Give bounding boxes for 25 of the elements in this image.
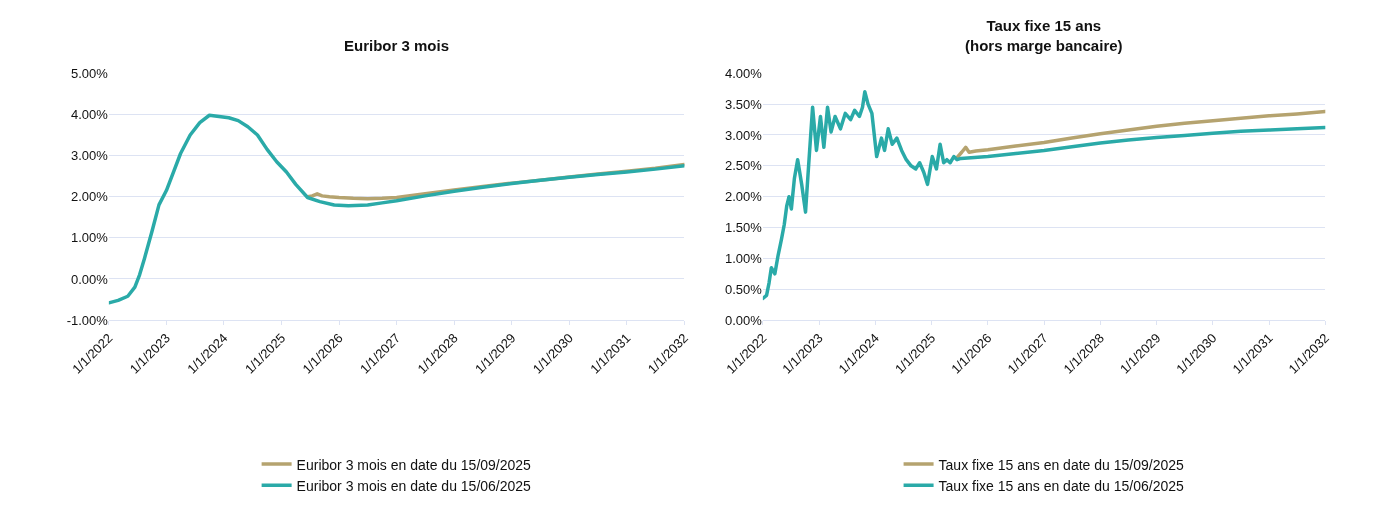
y-tick-label: 5.00% [70,65,109,81]
y-tick-label: 3.00% [70,148,109,164]
y-tick-label: 2.00% [724,189,763,205]
line-series [762,90,1326,301]
chart-title: Taux fixe 15 ans (hors marge bancaire) [965,17,1123,54]
y-tick-label: 1.00% [70,230,109,246]
legend-label: Taux fixe 15 ans en date du 15/06/2025 [938,477,1184,494]
y-tick-label: 4.00% [724,65,763,81]
y-tick-label: 3.00% [724,127,763,143]
y-tick-label: 3.50% [724,96,763,112]
chart-title: Euribor 3 mois [344,37,450,54]
y-tick-label: 0.50% [724,281,763,297]
y-tick-label: 2.50% [724,158,763,174]
line-series [108,113,685,305]
y-tick-label: 4.00% [70,106,109,122]
legend-label: Taux fixe 15 ans en date du 15/09/2025 [938,456,1184,473]
y-tick-label: 1.50% [724,220,763,236]
legend-label: Euribor 3 mois en date du 15/06/2025 [296,477,532,494]
line-series [956,109,1326,159]
y-tick-label: 2.00% [70,189,109,205]
y-tick-label: 0.00% [70,271,109,287]
y-tick-label: 1.00% [724,250,763,266]
y-tick-label: -1.00% [66,312,109,328]
y-tick-label: 0.00% [724,312,763,328]
legend-label: Euribor 3 mois en date du 15/09/2025 [296,456,532,473]
